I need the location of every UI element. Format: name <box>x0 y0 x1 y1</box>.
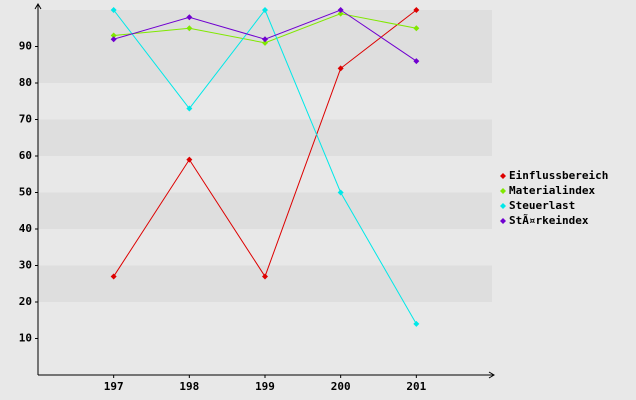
point-marker <box>262 36 268 43</box>
point-marker <box>413 25 420 32</box>
y-tick-label: 80 <box>19 76 32 89</box>
point-marker <box>262 273 268 280</box>
y-tick-label: 10 <box>19 332 32 345</box>
x-axis-arrow <box>488 371 495 379</box>
y-tick-label: 50 <box>19 186 32 199</box>
x-tick-label: 197 <box>104 380 124 393</box>
y-tick-label: 60 <box>19 149 32 162</box>
legend-marker <box>500 203 506 209</box>
point-marker <box>110 273 117 280</box>
legend-label: Einflussbereich <box>509 169 608 182</box>
grid-band <box>38 265 492 302</box>
point-marker <box>186 105 193 112</box>
legend-marker <box>500 173 506 179</box>
point-marker <box>337 7 344 13</box>
x-tick-label: 199 <box>255 380 275 393</box>
point-marker <box>262 7 268 13</box>
x-tick-label: 201 <box>406 380 426 393</box>
legend-marker <box>500 188 506 194</box>
y-tick-label: 30 <box>19 259 32 272</box>
y-axis-arrow <box>34 3 42 10</box>
point-marker <box>413 320 420 327</box>
point-marker <box>413 7 420 13</box>
legend-label: Materialindex <box>509 184 595 197</box>
y-tick-label: 90 <box>19 40 32 53</box>
point-marker <box>110 32 117 39</box>
grid-band <box>38 192 492 229</box>
point-marker <box>262 39 268 46</box>
legend-label: StÃ¤rkeindex <box>509 214 589 227</box>
point-marker <box>337 10 344 17</box>
point-marker <box>186 156 193 163</box>
point-marker <box>110 7 117 13</box>
point-marker <box>186 25 193 32</box>
point-marker <box>337 189 344 196</box>
legend-marker <box>500 218 506 224</box>
point-marker <box>337 65 344 72</box>
x-tick-label: 200 <box>331 380 351 393</box>
x-tick-label: 198 <box>179 380 199 393</box>
y-tick-label: 40 <box>19 222 32 235</box>
grid-band <box>38 46 492 83</box>
y-tick-label: 20 <box>19 295 32 308</box>
point-marker <box>186 14 193 21</box>
point-marker <box>110 36 117 43</box>
grid-band <box>38 119 492 156</box>
y-tick-label: 70 <box>19 113 32 126</box>
legend-label: Steuerlast <box>509 199 575 212</box>
point-marker <box>413 58 420 65</box>
